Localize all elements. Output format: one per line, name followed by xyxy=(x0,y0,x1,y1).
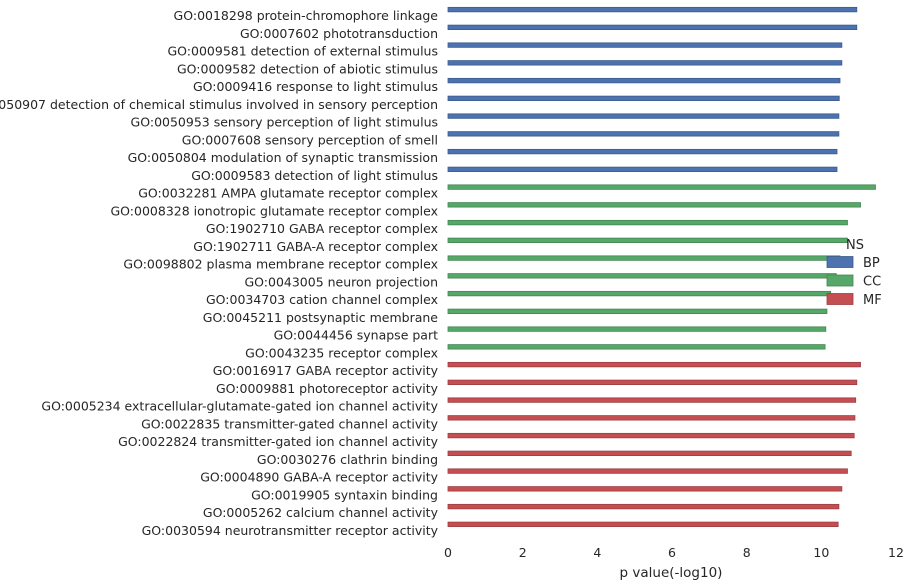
bar-bp xyxy=(447,113,840,119)
category-label: GO:0009582 detection of abiotic stimulus xyxy=(177,61,438,76)
bar-mf xyxy=(447,450,852,457)
category-label: GO:0030594 neurotransmitter receptor act… xyxy=(142,523,439,538)
bar-cc xyxy=(447,273,837,279)
bar-mf xyxy=(447,468,848,474)
category-label: GO:0032281 AMPA glutamate receptor compl… xyxy=(138,186,438,201)
bar-bp xyxy=(447,77,841,84)
bar-mf xyxy=(447,415,856,421)
bar-bp xyxy=(447,95,840,101)
legend-label-mf: MF xyxy=(863,293,882,308)
x-tick-label: 6 xyxy=(668,545,676,560)
x-tick-label: 8 xyxy=(743,545,751,560)
legend-swatch-mf xyxy=(826,293,854,305)
category-label: GO:0009581 detection of external stimulu… xyxy=(168,44,439,59)
bar-bp xyxy=(447,131,840,137)
legend-swatch-bp xyxy=(826,256,854,268)
category-label: GO:0030276 clathrin binding xyxy=(257,452,438,467)
bar-bp xyxy=(447,24,858,31)
bar-cc xyxy=(447,290,832,297)
bar-cc xyxy=(447,308,828,315)
bar-mf xyxy=(447,432,855,439)
bar-cc xyxy=(447,237,848,244)
legend-label-cc: CC xyxy=(863,275,881,290)
bar-cc xyxy=(447,184,876,190)
category-label: GO:0034703 cation channel complex xyxy=(206,292,438,307)
x-tick-label: 2 xyxy=(519,545,527,560)
bar-mf xyxy=(447,521,839,527)
bar-mf xyxy=(447,361,861,368)
category-label: GO:0005262 calcium channel activity xyxy=(203,505,439,520)
bar-cc xyxy=(447,344,826,350)
category-label: GO:0050804 modulation of synaptic transm… xyxy=(128,150,438,165)
category-label: GO:0004890 GABA-A receptor activity xyxy=(200,470,438,485)
legend-title: NS xyxy=(846,238,864,253)
bar-bp xyxy=(447,60,843,66)
bars-layer xyxy=(447,6,876,527)
category-label: GO:0043235 receptor complex xyxy=(245,345,438,360)
legend-label-bp: BP xyxy=(863,256,880,271)
bar-bp xyxy=(447,42,843,48)
legend: NS BP CC MF xyxy=(826,238,882,308)
bar-bp xyxy=(447,148,838,155)
category-label: GO:0009416 response to light stimulus xyxy=(193,79,438,94)
category-label: GO:1902710 GABA receptor complex xyxy=(206,221,438,236)
bar-bp xyxy=(447,6,858,13)
category-label: GO:0045211 postsynaptic membrane xyxy=(203,310,439,325)
bar-cc xyxy=(447,326,827,332)
category-label: GO:0022835 transmitter-gated channel act… xyxy=(141,416,438,431)
category-label: GO:0016917 GABA receptor activity xyxy=(213,363,439,378)
category-label: GO:0022824 transmitter-gated ion channel… xyxy=(118,434,439,449)
category-label: GO:0008328 ionotropic glutamate receptor… xyxy=(111,203,439,218)
category-label: GO:0043005 neuron projection xyxy=(244,274,438,289)
category-label: GO:0050907 detection of chemical stimulu… xyxy=(0,97,438,112)
category-label: GO:0019905 syntaxin binding xyxy=(251,487,438,502)
bar-cc xyxy=(447,255,841,261)
category-label: GO:0050953 sensory perception of light s… xyxy=(131,115,438,130)
category-label: GO:0007602 phototransduction xyxy=(240,26,438,41)
bar-mf xyxy=(447,379,858,386)
legend-swatch-cc xyxy=(826,274,854,287)
x-tick-label: 4 xyxy=(593,545,601,560)
x-axis-ticks: 0 2 4 6 8 10 12 xyxy=(444,545,904,560)
bar-mf xyxy=(447,503,840,510)
bar-cc xyxy=(447,202,861,208)
x-tick-label: 12 xyxy=(888,545,904,560)
bar-bp xyxy=(447,166,838,173)
x-axis-title: p value(-log10) xyxy=(620,565,723,581)
bar-mf xyxy=(447,397,857,403)
x-tick-label: 10 xyxy=(813,545,829,560)
category-label: GO:0007608 sensory perception of smell xyxy=(182,132,438,147)
bar-cc xyxy=(447,219,848,226)
bar-mf xyxy=(447,486,843,492)
category-label: GO:0044456 synapse part xyxy=(274,328,438,343)
category-label: GO:1902711 GABA-A receptor complex xyxy=(193,239,438,254)
category-label: GO:0098802 plasma membrane receptor comp… xyxy=(123,257,438,272)
category-label: GO:0005234 extracellular-glutamate-gated… xyxy=(41,399,438,414)
category-labels: GO:0018298 protein-chromophore linkage GO… xyxy=(0,8,439,538)
category-label: GO:0018298 protein-chromophore linkage xyxy=(174,8,439,23)
category-label: GO:0009881 photoreceptor activity xyxy=(216,381,439,396)
category-label: GO:0009583 detection of light stimulus xyxy=(191,168,438,183)
x-tick-label: 0 xyxy=(444,545,452,560)
